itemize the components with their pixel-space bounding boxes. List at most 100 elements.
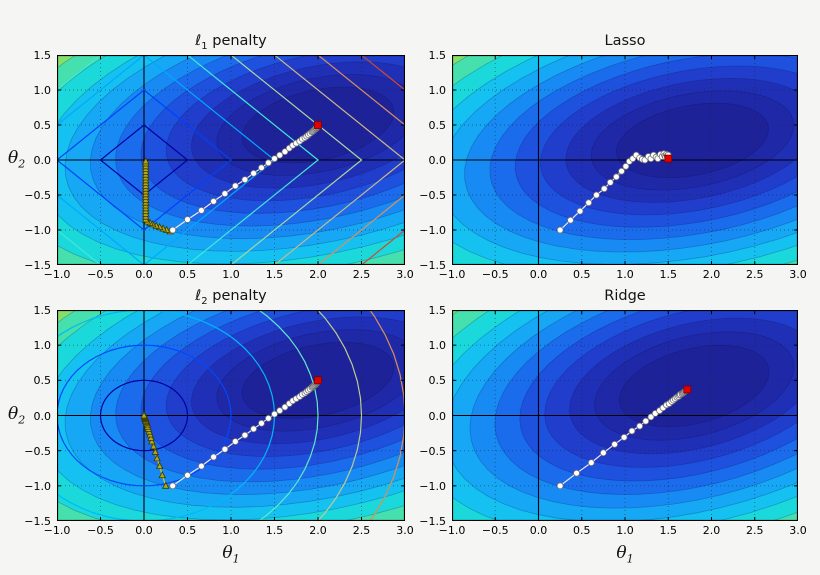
theta-symbol: θ bbox=[8, 404, 19, 424]
x-tick-label: 3.0 bbox=[789, 524, 807, 537]
path-marker bbox=[618, 167, 625, 175]
penalty-contour-circle bbox=[57, 310, 276, 521]
x-tick-label: 2.0 bbox=[309, 524, 327, 537]
plot-area bbox=[57, 310, 405, 521]
path-marker-triangle bbox=[149, 442, 158, 450]
minimum-marker bbox=[314, 121, 322, 129]
subplot-title-l2-penalty: ℓ2 penalty bbox=[57, 288, 405, 307]
y-tick-label: 1.5 bbox=[33, 49, 52, 62]
y-axis-label-theta2-top: θ2 bbox=[8, 148, 25, 170]
y-tick-label: 1.5 bbox=[33, 304, 52, 317]
minimum-marker bbox=[314, 376, 322, 385]
path-marker-triangle bbox=[151, 447, 160, 455]
penalty-contour-diamond bbox=[57, 89, 232, 231]
path-marker bbox=[184, 216, 191, 223]
x-tick-label: 1.0 bbox=[222, 524, 240, 537]
x-tick-label: −1.0 bbox=[438, 524, 466, 537]
path-marker bbox=[556, 226, 564, 234]
x-axis-label-theta1-left: θ1 bbox=[57, 543, 405, 565]
path-marker bbox=[647, 413, 655, 421]
theta-symbol: θ bbox=[222, 543, 233, 563]
x-tick-label: 1.5 bbox=[659, 524, 678, 537]
path-marker bbox=[611, 440, 619, 448]
path-marker bbox=[258, 419, 265, 427]
y-tick-label: 0.0 bbox=[33, 409, 52, 423]
x-tick-label: −0.5 bbox=[87, 268, 114, 281]
y-tick-label: −1.0 bbox=[419, 479, 446, 493]
y-tick-label: 0.0 bbox=[428, 154, 447, 167]
x-tick-label: 2.0 bbox=[309, 268, 327, 281]
x-tick-label: 3.0 bbox=[396, 268, 414, 281]
path-marker bbox=[210, 197, 218, 205]
x-tick-label: 1.5 bbox=[265, 524, 284, 537]
y-tick-label: −0.5 bbox=[24, 189, 51, 202]
path-marker bbox=[585, 199, 593, 207]
path-marker bbox=[600, 185, 608, 193]
x-axis-label-theta1-right: θ1 bbox=[452, 543, 798, 565]
plot-border bbox=[57, 55, 405, 265]
path-marker-triangle bbox=[158, 471, 167, 479]
path-marker bbox=[606, 179, 614, 186]
x-tick-label: −1.0 bbox=[438, 268, 466, 281]
path-marker bbox=[276, 407, 284, 414]
x-tick-label: 0.5 bbox=[178, 524, 197, 537]
path-marker-triangle bbox=[141, 157, 150, 165]
plot-canvas-ridge bbox=[452, 310, 798, 521]
theta-subscript: 1 bbox=[232, 552, 240, 566]
y-tick-label: 0.5 bbox=[33, 374, 52, 388]
path-marker bbox=[599, 449, 607, 457]
y-tick-label: 1.5 bbox=[428, 304, 447, 317]
x-tick-label: 2.0 bbox=[702, 524, 721, 537]
path-marker bbox=[184, 471, 191, 479]
x-tick-label: 1.0 bbox=[222, 268, 240, 281]
x-tick-label: −1.0 bbox=[43, 524, 71, 537]
theta-symbol: θ bbox=[8, 148, 19, 168]
x-tick-label: −1.0 bbox=[43, 268, 71, 281]
penalty-contour-diamond bbox=[99, 124, 189, 196]
y-tick-label: −1.5 bbox=[24, 259, 51, 272]
plot-area bbox=[452, 310, 798, 521]
path-marker bbox=[169, 482, 177, 490]
x-tick-label: 2.5 bbox=[352, 524, 371, 537]
title-text: Ridge bbox=[604, 288, 646, 304]
path-marker bbox=[265, 414, 272, 422]
path-marker bbox=[231, 182, 239, 190]
path-marker-triangle bbox=[161, 481, 170, 489]
path-marker bbox=[250, 169, 258, 177]
path-marker bbox=[573, 469, 580, 477]
x-tick-label: 0.5 bbox=[178, 268, 197, 281]
x-tick-label: 1.5 bbox=[265, 268, 284, 281]
y-tick-label: −1.0 bbox=[24, 479, 51, 493]
x-tick-label: 0.5 bbox=[573, 268, 591, 281]
x-tick-label: 0.5 bbox=[573, 524, 591, 537]
x-tick-label: 2.5 bbox=[746, 524, 764, 537]
title-text: ℓ bbox=[195, 33, 202, 49]
path-marker bbox=[276, 151, 284, 159]
y-tick-label: 0.5 bbox=[428, 119, 447, 132]
title-text: penalty bbox=[207, 288, 267, 304]
penalty-contour-diamond bbox=[57, 55, 276, 265]
plot-border bbox=[452, 55, 798, 265]
x-tick-label: 2.5 bbox=[746, 268, 764, 281]
path-marker bbox=[642, 417, 650, 425]
path-marker bbox=[628, 427, 636, 435]
minimum-marker bbox=[664, 154, 673, 163]
y-tick-label: 0.5 bbox=[33, 119, 52, 132]
x-tick-label: 0.0 bbox=[529, 268, 548, 281]
path-marker bbox=[169, 226, 177, 234]
title-subscript: 2 bbox=[201, 295, 208, 307]
cost-contour-band bbox=[618, 344, 770, 428]
y-tick-label: 1.0 bbox=[428, 339, 447, 353]
path-marker bbox=[622, 162, 630, 170]
path-marker-triangle bbox=[147, 433, 155, 441]
y-tick-label: 0.0 bbox=[33, 154, 52, 167]
x-tick-label: −0.5 bbox=[481, 524, 509, 537]
y-tick-label: −1.5 bbox=[419, 259, 446, 272]
title-text: Lasso bbox=[604, 33, 646, 49]
y-tick-label: 0.5 bbox=[428, 374, 447, 388]
x-tick-label: 0.0 bbox=[135, 524, 153, 537]
x-tick-label: 3.0 bbox=[789, 268, 807, 281]
plot-border bbox=[57, 310, 405, 521]
path-marker bbox=[620, 433, 628, 441]
